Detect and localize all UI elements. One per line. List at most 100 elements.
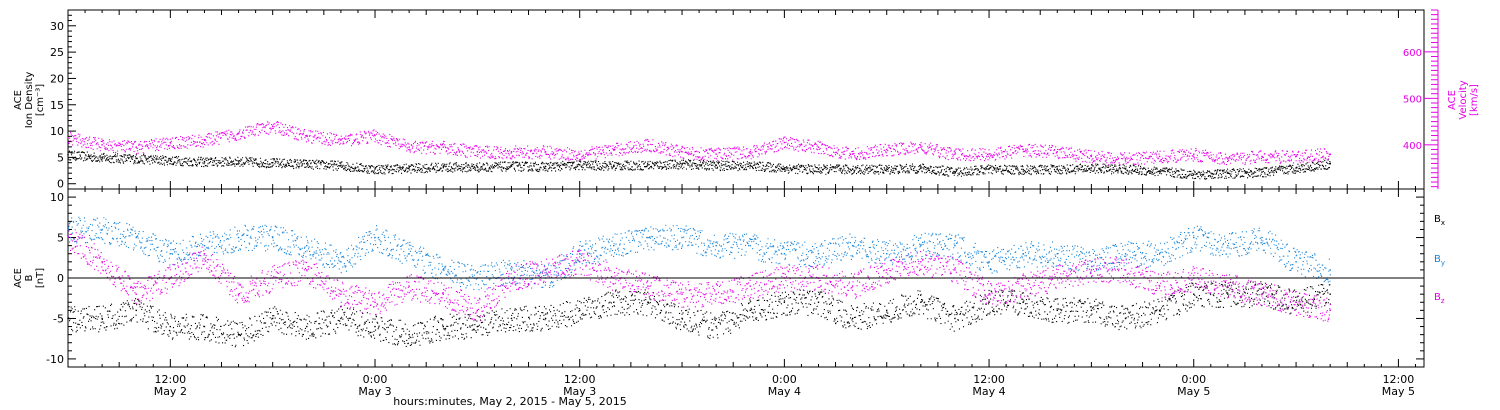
- legend-bz: Bz: [1434, 292, 1445, 305]
- velocity-point: [1022, 148, 1024, 151]
- velocity-point: [67, 137, 69, 139]
- velocity-point: [306, 134, 308, 137]
- density-point: [1090, 167, 1093, 169]
- by-point: [886, 253, 888, 255]
- velocity-point: [271, 125, 274, 127]
- density-point: [1124, 168, 1127, 170]
- field-axis-label-line: [nT]: [35, 268, 46, 288]
- velocity-axis: 400 500 600: [1403, 9, 1439, 189]
- bx-trace: [68, 281, 1331, 348]
- density-point: [613, 164, 615, 167]
- field-tick-label: 10: [50, 191, 64, 204]
- legend-label: B: [1434, 214, 1441, 225]
- by-point: [920, 244, 922, 247]
- density-tick-label: 5: [57, 151, 64, 164]
- velocity-point: [1329, 153, 1331, 155]
- velocity-point: [988, 153, 990, 155]
- velocity-point: [442, 146, 444, 148]
- bx-point: [237, 333, 240, 336]
- field-tick-label: -5: [53, 312, 64, 325]
- velocity-point: [476, 151, 479, 153]
- time-tick-label: 12:00: [1383, 373, 1415, 386]
- bx-point: [681, 317, 683, 320]
- bx-point: [715, 325, 717, 328]
- bz-point: [1124, 269, 1127, 271]
- density-trace: [68, 150, 1331, 180]
- bx-point: [408, 333, 410, 336]
- density-point: [442, 166, 444, 168]
- bx-point: [954, 317, 956, 320]
- by-point: [271, 236, 274, 239]
- field-tick-label: -10: [46, 353, 64, 366]
- velocity-point: [374, 134, 376, 137]
- bz-point: [954, 269, 956, 271]
- bx-point: [544, 317, 547, 320]
- bx-point: [442, 325, 444, 328]
- bx-point: [169, 325, 172, 328]
- velocity-point: [135, 146, 137, 148]
- density-point: [544, 165, 547, 168]
- time-tick-label: 12:00: [564, 373, 596, 386]
- bx-point: [1056, 309, 1058, 312]
- density-point: [169, 159, 172, 161]
- density-point: [851, 168, 854, 170]
- density-point: [749, 164, 751, 167]
- by-point: [988, 261, 990, 263]
- velocity-axis-label-line: Velocity: [1458, 80, 1469, 119]
- time-tick-label: 0:00: [1181, 373, 1206, 386]
- by-point: [783, 253, 786, 255]
- date-tick-label: May 4: [768, 385, 801, 398]
- by-trace: [68, 216, 1331, 291]
- bz-point: [101, 261, 103, 263]
- bx-point: [510, 317, 513, 320]
- bz-point: [237, 293, 240, 295]
- by-point: [340, 261, 342, 263]
- by-point: [954, 244, 956, 247]
- density-point: [1227, 172, 1229, 174]
- by-point: [1193, 236, 1195, 239]
- density-tick-label: 15: [50, 99, 64, 112]
- by-point: [851, 244, 854, 247]
- bz-point: [1261, 293, 1263, 295]
- bx-point: [203, 325, 206, 328]
- density-point: [476, 166, 479, 168]
- bz-point: [886, 269, 888, 271]
- density-point: [715, 164, 717, 167]
- density-point: [681, 163, 683, 165]
- velocity-point: [783, 141, 786, 144]
- velocity-point: [578, 153, 581, 155]
- bz-point: [1090, 269, 1093, 271]
- by-point: [1022, 253, 1024, 255]
- density-point: [817, 168, 820, 170]
- density-axis: 0 5 10 15 20 25 30: [50, 14, 76, 191]
- bz-trace: [68, 230, 1331, 322]
- velocity-point: [510, 151, 513, 153]
- date-tick-label: May 3: [358, 385, 391, 398]
- bx-point: [851, 317, 854, 320]
- bx-point: [988, 301, 990, 303]
- bz-point: [442, 293, 444, 295]
- density-point: [954, 170, 956, 173]
- bz-point: [476, 309, 479, 312]
- velocity-point: [954, 153, 956, 155]
- bz-point: [1227, 285, 1229, 287]
- by-point: [1090, 261, 1093, 263]
- velocity-point: [715, 153, 717, 155]
- velocity-point: [237, 132, 240, 134]
- velocity-point: [544, 151, 547, 153]
- velocity-point: [169, 141, 172, 144]
- density-point: [1295, 167, 1297, 169]
- by-point: [135, 236, 137, 239]
- bx-point: [613, 301, 615, 303]
- density-point: [101, 156, 103, 159]
- velocity-axis-label: ACEVelocity[km/s]: [1447, 80, 1480, 119]
- by-point: [681, 236, 683, 239]
- time-tick-label: 0:00: [363, 373, 388, 386]
- legend-subscript: y: [1441, 259, 1445, 267]
- time-tick-label: 12:00: [973, 373, 1005, 386]
- velocity-point: [1295, 155, 1297, 158]
- density-tick-label: 20: [50, 72, 64, 85]
